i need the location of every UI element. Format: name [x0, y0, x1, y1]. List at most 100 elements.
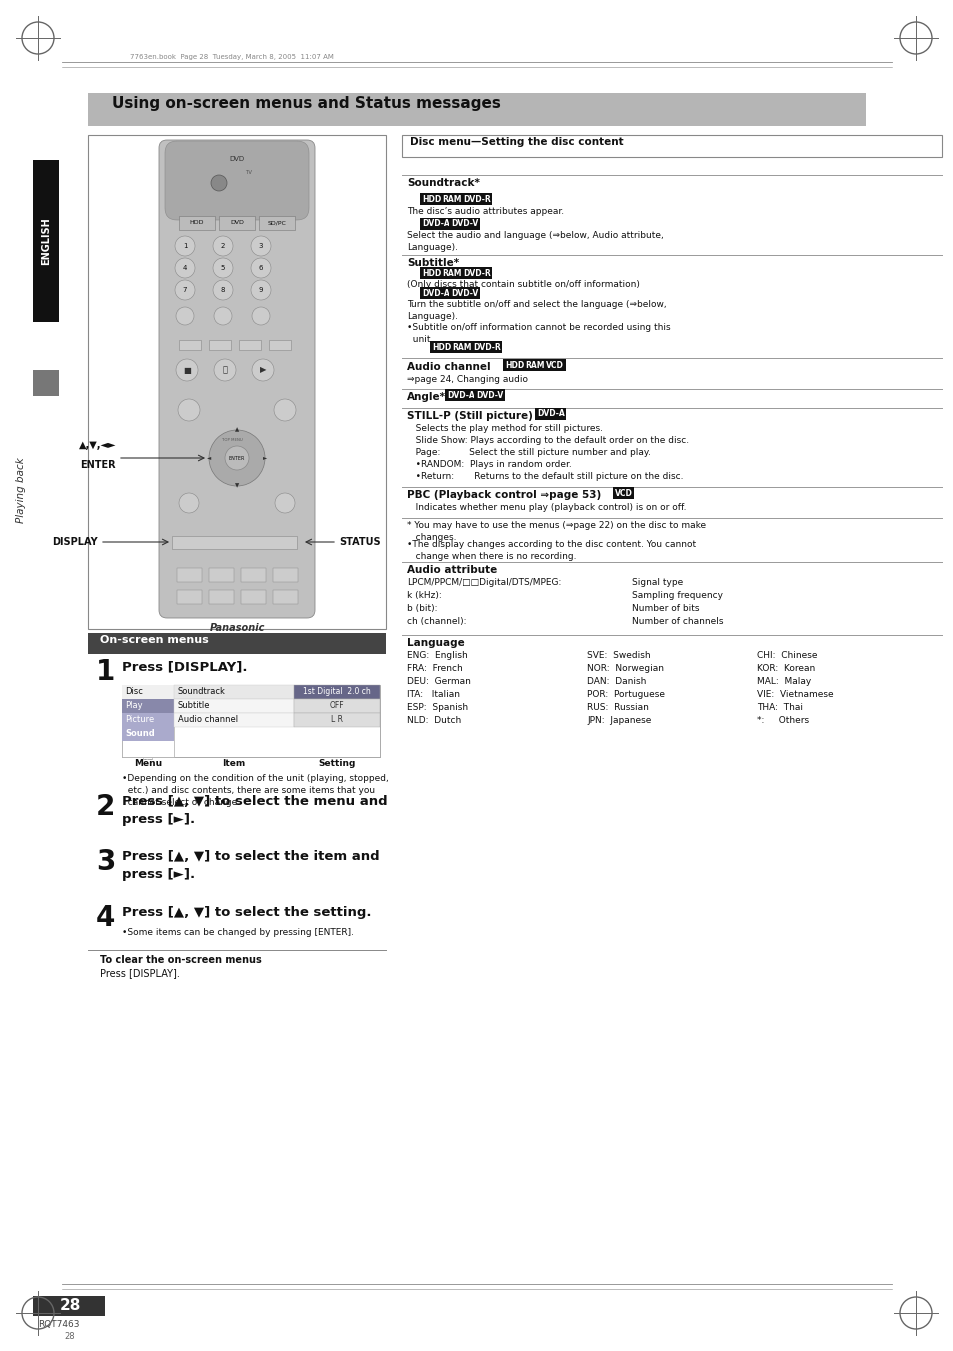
Text: RAM: RAM: [442, 269, 461, 277]
Text: ENTER: ENTER: [80, 459, 116, 470]
Bar: [179, 340, 201, 350]
Text: Number of bits: Number of bits: [631, 604, 699, 613]
Text: Subtitle: Subtitle: [178, 701, 211, 711]
Circle shape: [251, 258, 271, 278]
Bar: [122, 713, 173, 727]
Text: Signal type: Signal type: [631, 578, 682, 586]
Bar: [209, 340, 231, 350]
Text: DVD-R: DVD-R: [463, 269, 491, 277]
Text: (Only discs that contain subtitle on/off information): (Only discs that contain subtitle on/off…: [407, 280, 639, 289]
Bar: [172, 536, 296, 549]
Text: Audio attribute: Audio attribute: [407, 565, 497, 576]
Text: 6: 6: [258, 265, 263, 272]
Text: Playing back: Playing back: [16, 457, 26, 523]
Bar: [219, 216, 254, 230]
Text: KOR:  Korean: KOR: Korean: [757, 663, 815, 673]
Text: ITA:   Italian: ITA: Italian: [407, 690, 459, 698]
Text: NLD:  Dutch: NLD: Dutch: [407, 716, 460, 725]
Text: VIE:  Vietnamese: VIE: Vietnamese: [757, 690, 833, 698]
Text: •Depending on the condition of the unit (playing, stopped,
  etc.) and disc cont: •Depending on the condition of the unit …: [122, 774, 388, 807]
Circle shape: [213, 280, 233, 300]
Bar: [122, 685, 173, 698]
Text: Indicates whether menu play (playback control) is on or off.: Indicates whether menu play (playback co…: [407, 503, 686, 512]
Bar: [294, 698, 379, 713]
Text: POR:  Portuguese: POR: Portuguese: [586, 690, 664, 698]
Text: ENTER: ENTER: [229, 455, 245, 461]
Text: ⏸: ⏸: [222, 366, 227, 374]
Text: •Subtitle on/off information cannot be recorded using this
  unit.: •Subtitle on/off information cannot be r…: [407, 323, 670, 343]
Text: b (bit):: b (bit):: [407, 604, 437, 613]
Text: Language: Language: [407, 638, 464, 648]
Text: DVD-V: DVD-V: [451, 289, 477, 297]
Bar: [239, 340, 261, 350]
Circle shape: [213, 307, 232, 326]
Text: Menu: Menu: [133, 759, 162, 767]
Text: JPN:  Japanese: JPN: Japanese: [586, 716, 651, 725]
Text: The disc’s audio attributes appear.: The disc’s audio attributes appear.: [407, 207, 563, 216]
Text: Picture: Picture: [125, 716, 154, 724]
Text: Audio channel: Audio channel: [178, 716, 238, 724]
Text: Soundtrack: Soundtrack: [178, 688, 226, 697]
Text: DEU:  German: DEU: German: [407, 677, 471, 686]
Text: Disc: Disc: [125, 688, 143, 697]
Text: Sampling frequency: Sampling frequency: [631, 590, 722, 600]
Text: ⇒page 24, Changing audio: ⇒page 24, Changing audio: [407, 376, 527, 384]
Text: 2: 2: [220, 243, 225, 249]
Text: Slide Show: Plays according to the default order on the disc.: Slide Show: Plays according to the defau…: [407, 436, 688, 444]
Circle shape: [213, 359, 235, 381]
Text: Sound: Sound: [125, 730, 154, 739]
Text: Item: Item: [222, 759, 245, 767]
Circle shape: [174, 236, 194, 255]
Text: L R: L R: [331, 716, 343, 724]
Text: STILL-P (Still picture): STILL-P (Still picture): [407, 411, 533, 422]
Text: MAL:  Malay: MAL: Malay: [757, 677, 810, 686]
Text: DVD: DVD: [230, 155, 244, 162]
Bar: [177, 590, 202, 604]
Text: 7763en.book  Page 28  Tuesday, March 8, 2005  11:07 AM: 7763en.book Page 28 Tuesday, March 8, 20…: [130, 54, 334, 59]
Circle shape: [251, 280, 271, 300]
Bar: [33, 159, 59, 322]
Text: ►: ►: [263, 455, 267, 461]
Bar: [241, 590, 266, 604]
Bar: [273, 590, 297, 604]
Text: RAM: RAM: [442, 195, 461, 204]
Text: DVD-V: DVD-V: [476, 390, 503, 400]
Text: NOR:  Norwegian: NOR: Norwegian: [586, 663, 663, 673]
Text: HDD: HDD: [421, 269, 441, 277]
Text: 1st Digital  2.0 ch: 1st Digital 2.0 ch: [303, 688, 371, 697]
Text: ■: ■: [183, 366, 191, 374]
Text: HDD: HDD: [421, 195, 441, 204]
Circle shape: [213, 258, 233, 278]
Text: Press [DISPLAY].: Press [DISPLAY].: [100, 969, 180, 978]
Text: Select the audio and language (⇒below, Audio attribute,
Language).: Select the audio and language (⇒below, A…: [407, 231, 663, 251]
Text: Setting: Setting: [318, 759, 355, 767]
Text: 2: 2: [96, 793, 115, 821]
Bar: [294, 713, 379, 727]
Text: ▼: ▼: [234, 484, 239, 489]
Text: TOP MENU: TOP MENU: [221, 438, 242, 442]
Text: DISPLAY: DISPLAY: [52, 536, 98, 547]
Text: Subtitle*: Subtitle*: [407, 258, 458, 267]
Text: ch (channel):: ch (channel):: [407, 617, 466, 626]
Text: VCD: VCD: [615, 489, 632, 497]
Text: Press [▲, ▼] to select the item and
press [►].: Press [▲, ▼] to select the item and pres…: [122, 850, 379, 881]
Bar: [258, 216, 294, 230]
Bar: [122, 698, 173, 713]
Text: Play: Play: [125, 701, 143, 711]
Text: ◄: ◄: [207, 455, 211, 461]
Text: To clear the on-screen menus: To clear the on-screen menus: [100, 955, 261, 965]
Text: DVD-V: DVD-V: [451, 219, 477, 228]
Bar: [122, 727, 173, 740]
Bar: [209, 567, 233, 582]
Text: 1: 1: [183, 243, 187, 249]
Text: * You may have to use the menus (⇒page 22) on the disc to make
   changes.: * You may have to use the menus (⇒page 2…: [407, 521, 705, 542]
Text: ENGLISH: ENGLISH: [41, 218, 51, 265]
Bar: [122, 685, 379, 757]
Text: RQT7463: RQT7463: [38, 1320, 79, 1329]
Text: └──┘: └──┘: [141, 758, 154, 763]
Text: Press [▲, ▼] to select the setting.: Press [▲, ▼] to select the setting.: [122, 907, 371, 919]
Bar: [173, 698, 294, 713]
Bar: [88, 93, 865, 126]
Text: k (kHz):: k (kHz):: [407, 590, 441, 600]
Circle shape: [252, 307, 270, 326]
